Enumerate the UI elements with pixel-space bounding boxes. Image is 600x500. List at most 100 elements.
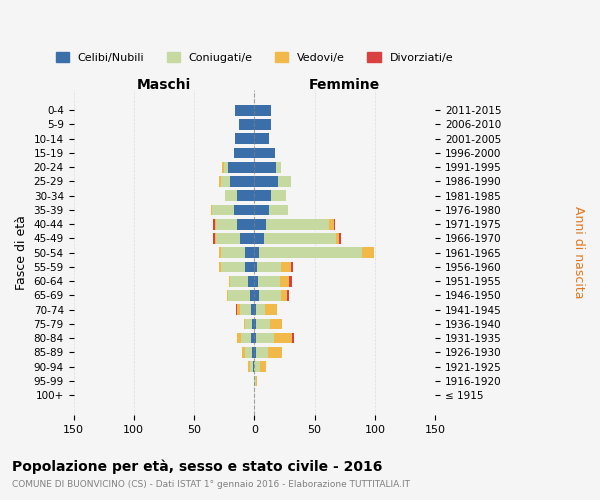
Bar — [221, 262, 245, 272]
Bar — [329, 219, 334, 230]
Bar — [257, 262, 281, 272]
Bar — [238, 190, 254, 201]
Bar — [271, 190, 286, 201]
Bar — [251, 333, 254, 344]
Text: Maschi: Maschi — [137, 78, 191, 92]
Y-axis label: Fasce di età: Fasce di età — [15, 215, 28, 290]
Bar — [281, 290, 287, 301]
Text: Popolazione per età, sesso e stato civile - 2016: Popolazione per età, sesso e stato civil… — [12, 460, 382, 474]
Bar — [214, 219, 215, 230]
Bar — [220, 248, 221, 258]
Bar — [254, 347, 256, 358]
Bar — [248, 276, 254, 286]
Bar — [215, 219, 216, 230]
Bar — [220, 176, 221, 187]
Bar — [292, 333, 294, 344]
Bar — [235, 105, 254, 116]
Bar — [362, 248, 374, 258]
Bar — [265, 304, 277, 315]
Bar — [248, 362, 250, 372]
Bar — [256, 376, 257, 386]
Bar — [254, 276, 258, 286]
Bar — [230, 276, 248, 286]
Bar — [216, 233, 240, 244]
Bar — [220, 262, 221, 272]
Bar — [211, 204, 212, 216]
Bar — [235, 134, 254, 144]
Bar — [254, 204, 269, 216]
Bar — [254, 248, 259, 258]
Bar — [241, 333, 251, 344]
Bar — [254, 333, 256, 344]
Legend: Celibi/Nubili, Coniugati/e, Vedovi/e, Divorziati/e: Celibi/Nubili, Coniugati/e, Vedovi/e, Di… — [51, 48, 458, 68]
Bar — [260, 362, 266, 372]
Bar — [287, 290, 289, 301]
Bar — [234, 148, 254, 158]
Bar — [228, 162, 254, 172]
Bar — [226, 190, 238, 201]
Bar — [289, 276, 292, 286]
Bar — [227, 290, 228, 301]
Bar — [250, 362, 253, 372]
Bar — [236, 304, 238, 315]
Y-axis label: Anni di nascita: Anni di nascita — [572, 206, 585, 299]
Bar — [334, 219, 335, 230]
Bar — [254, 190, 271, 201]
Text: COMUNE DI BUONVICINO (CS) - Dati ISTAT 1° gennaio 2016 - Elaborazione TUTTITALIA: COMUNE DI BUONVICINO (CS) - Dati ISTAT 1… — [12, 480, 410, 489]
Bar — [254, 105, 271, 116]
Bar — [290, 262, 293, 272]
Bar — [259, 248, 362, 258]
Bar — [252, 318, 254, 330]
Text: Femmine: Femmine — [309, 78, 380, 92]
Bar — [254, 219, 266, 230]
Bar — [252, 347, 254, 358]
Bar — [221, 176, 230, 187]
Bar — [254, 148, 275, 158]
Bar — [254, 119, 271, 130]
Bar — [280, 276, 289, 286]
Bar — [256, 304, 265, 315]
Bar — [337, 233, 339, 244]
Bar — [276, 162, 281, 172]
Bar — [258, 276, 280, 286]
Bar — [256, 333, 274, 344]
Bar — [274, 333, 292, 344]
Bar — [256, 318, 270, 330]
Bar — [245, 262, 254, 272]
Bar — [264, 233, 337, 244]
Bar — [254, 376, 256, 386]
Bar — [234, 204, 254, 216]
Bar — [240, 304, 251, 315]
Bar — [254, 318, 256, 330]
Bar — [229, 276, 230, 286]
Bar — [239, 119, 254, 130]
Bar — [266, 219, 329, 230]
Bar — [245, 318, 252, 330]
Bar — [254, 162, 276, 172]
Bar — [230, 176, 254, 187]
Bar — [214, 233, 215, 244]
Bar — [245, 347, 252, 358]
Bar — [269, 204, 288, 216]
Bar — [254, 304, 256, 315]
Bar — [254, 176, 278, 187]
Bar — [254, 262, 257, 272]
Bar — [281, 262, 290, 272]
Bar — [270, 318, 282, 330]
Bar — [216, 219, 238, 230]
Bar — [212, 204, 234, 216]
Bar — [224, 162, 228, 172]
Bar — [242, 347, 245, 358]
Bar — [238, 219, 254, 230]
Bar — [278, 176, 290, 187]
Bar — [228, 290, 250, 301]
Bar — [254, 290, 259, 301]
Bar — [254, 233, 264, 244]
Bar — [339, 233, 341, 244]
Bar — [222, 162, 224, 172]
Bar — [245, 248, 254, 258]
Bar — [251, 304, 254, 315]
Bar — [253, 362, 254, 372]
Bar — [238, 304, 240, 315]
Bar — [250, 290, 254, 301]
